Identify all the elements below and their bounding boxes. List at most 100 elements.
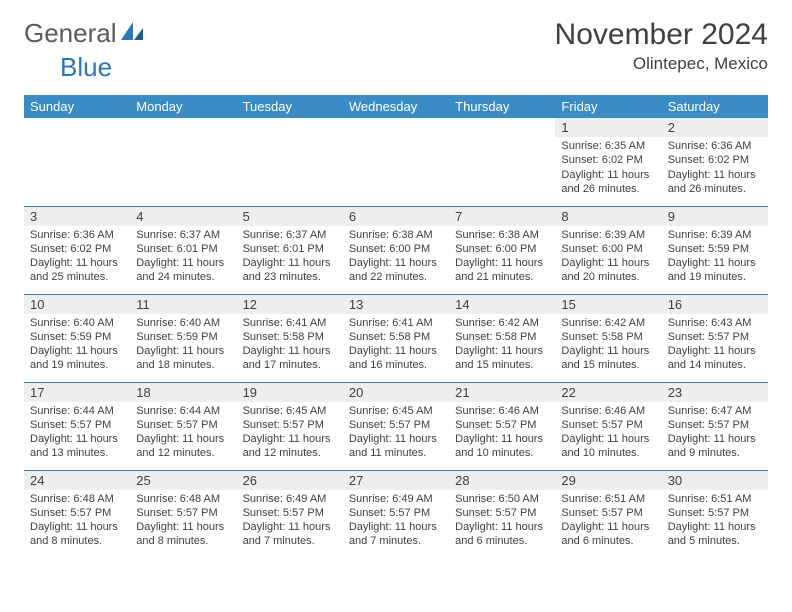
- day-info-line-dl1: Daylight: 11 hours: [668, 432, 762, 446]
- day-info-line-dl1: Daylight: 11 hours: [561, 520, 655, 534]
- day-info-line-dl2: and 7 minutes.: [349, 534, 443, 548]
- day-info-line-ss: Sunset: 5:58 PM: [243, 330, 337, 344]
- day-info-line-dl2: and 19 minutes.: [30, 358, 124, 372]
- calendar-day-cell: 14Sunrise: 6:42 AMSunset: 5:58 PMDayligh…: [449, 294, 555, 382]
- page: General November 2024 Olintepec, Mexico …: [0, 0, 792, 576]
- day-info-line-dl1: Daylight: 11 hours: [349, 256, 443, 270]
- day-info-line-sr: Sunrise: 6:36 AM: [668, 139, 762, 153]
- day-number: 23: [662, 383, 768, 402]
- day-info-line-dl2: and 20 minutes.: [561, 270, 655, 284]
- day-number: 5: [237, 207, 343, 226]
- day-info-line-sr: Sunrise: 6:41 AM: [243, 316, 337, 330]
- calendar-day-cell: 4Sunrise: 6:37 AMSunset: 6:01 PMDaylight…: [130, 206, 236, 294]
- day-info-line-ss: Sunset: 5:57 PM: [136, 506, 230, 520]
- day-number: 10: [24, 295, 130, 314]
- day-number: 8: [555, 207, 661, 226]
- day-info: Sunrise: 6:48 AMSunset: 5:57 PMDaylight:…: [130, 490, 236, 553]
- weekday-header: Friday: [555, 95, 661, 118]
- day-info-line-dl1: Daylight: 11 hours: [136, 256, 230, 270]
- calendar-day-cell: 18Sunrise: 6:44 AMSunset: 5:57 PMDayligh…: [130, 382, 236, 470]
- day-info-line-sr: Sunrise: 6:48 AM: [30, 492, 124, 506]
- day-info-line-sr: Sunrise: 6:40 AM: [30, 316, 124, 330]
- day-number: 30: [662, 471, 768, 490]
- weekday-header: Thursday: [449, 95, 555, 118]
- day-info-line-ss: Sunset: 5:57 PM: [668, 506, 762, 520]
- day-info: Sunrise: 6:37 AMSunset: 6:01 PMDaylight:…: [130, 226, 236, 289]
- calendar-day-cell: 24Sunrise: 6:48 AMSunset: 5:57 PMDayligh…: [24, 470, 130, 558]
- day-number: 14: [449, 295, 555, 314]
- day-info-line-dl2: and 13 minutes.: [30, 446, 124, 460]
- day-info-line-ss: Sunset: 5:57 PM: [30, 506, 124, 520]
- day-info: Sunrise: 6:49 AMSunset: 5:57 PMDaylight:…: [237, 490, 343, 553]
- calendar-week-row: 1Sunrise: 6:35 AMSunset: 6:02 PMDaylight…: [24, 118, 768, 206]
- day-info-line-dl2: and 10 minutes.: [561, 446, 655, 460]
- calendar-day-cell: 3Sunrise: 6:36 AMSunset: 6:02 PMDaylight…: [24, 206, 130, 294]
- day-info: Sunrise: 6:38 AMSunset: 6:00 PMDaylight:…: [449, 226, 555, 289]
- day-number: 26: [237, 471, 343, 490]
- day-number: 28: [449, 471, 555, 490]
- day-info: Sunrise: 6:40 AMSunset: 5:59 PMDaylight:…: [24, 314, 130, 377]
- day-info-line-sr: Sunrise: 6:48 AM: [136, 492, 230, 506]
- calendar-week-row: 3Sunrise: 6:36 AMSunset: 6:02 PMDaylight…: [24, 206, 768, 294]
- month-title: November 2024: [555, 18, 768, 52]
- day-info-line-dl2: and 24 minutes.: [136, 270, 230, 284]
- day-info-line-ss: Sunset: 5:57 PM: [561, 506, 655, 520]
- day-number: 4: [130, 207, 236, 226]
- day-info-line-sr: Sunrise: 6:44 AM: [136, 404, 230, 418]
- day-info: Sunrise: 6:35 AMSunset: 6:02 PMDaylight:…: [555, 137, 661, 200]
- day-info-line-ss: Sunset: 5:57 PM: [349, 506, 443, 520]
- day-info-line-sr: Sunrise: 6:41 AM: [349, 316, 443, 330]
- day-number: 24: [24, 471, 130, 490]
- day-info-line-ss: Sunset: 6:02 PM: [668, 153, 762, 167]
- day-info-line-dl1: Daylight: 11 hours: [561, 432, 655, 446]
- day-info-line-dl2: and 17 minutes.: [243, 358, 337, 372]
- day-number: 22: [555, 383, 661, 402]
- day-info-line-ss: Sunset: 5:59 PM: [668, 242, 762, 256]
- day-info-line-dl2: and 12 minutes.: [243, 446, 337, 460]
- day-info-line-sr: Sunrise: 6:37 AM: [136, 228, 230, 242]
- day-info-line-sr: Sunrise: 6:49 AM: [349, 492, 443, 506]
- calendar-day-cell: 8Sunrise: 6:39 AMSunset: 6:00 PMDaylight…: [555, 206, 661, 294]
- day-info-line-dl2: and 23 minutes.: [243, 270, 337, 284]
- day-info-line-dl2: and 18 minutes.: [136, 358, 230, 372]
- day-info-line-dl2: and 6 minutes.: [455, 534, 549, 548]
- day-number: 1: [555, 118, 661, 137]
- day-info-line-ss: Sunset: 5:57 PM: [136, 418, 230, 432]
- day-number: 6: [343, 207, 449, 226]
- calendar-day-cell: 11Sunrise: 6:40 AMSunset: 5:59 PMDayligh…: [130, 294, 236, 382]
- calendar-day-cell: 17Sunrise: 6:44 AMSunset: 5:57 PMDayligh…: [24, 382, 130, 470]
- day-info-line-sr: Sunrise: 6:46 AM: [455, 404, 549, 418]
- day-info-line-sr: Sunrise: 6:43 AM: [668, 316, 762, 330]
- day-info-line-ss: Sunset: 5:59 PM: [136, 330, 230, 344]
- day-info-line-dl1: Daylight: 11 hours: [561, 256, 655, 270]
- day-info: Sunrise: 6:51 AMSunset: 5:57 PMDaylight:…: [662, 490, 768, 553]
- day-info: Sunrise: 6:39 AMSunset: 6:00 PMDaylight:…: [555, 226, 661, 289]
- day-number: 12: [237, 295, 343, 314]
- day-info-line-dl1: Daylight: 11 hours: [136, 432, 230, 446]
- day-info: Sunrise: 6:42 AMSunset: 5:58 PMDaylight:…: [555, 314, 661, 377]
- day-info-line-ss: Sunset: 5:57 PM: [455, 418, 549, 432]
- day-info-line-dl1: Daylight: 11 hours: [668, 168, 762, 182]
- day-info-line-ss: Sunset: 6:00 PM: [561, 242, 655, 256]
- day-info: Sunrise: 6:44 AMSunset: 5:57 PMDaylight:…: [130, 402, 236, 465]
- day-info-line-dl2: and 22 minutes.: [349, 270, 443, 284]
- day-info-line-dl1: Daylight: 11 hours: [243, 432, 337, 446]
- day-info-line-ss: Sunset: 5:57 PM: [349, 418, 443, 432]
- calendar-day-cell: 6Sunrise: 6:38 AMSunset: 6:00 PMDaylight…: [343, 206, 449, 294]
- calendar-day-cell: 15Sunrise: 6:42 AMSunset: 5:58 PMDayligh…: [555, 294, 661, 382]
- day-info-line-dl2: and 8 minutes.: [30, 534, 124, 548]
- day-info-line-ss: Sunset: 6:01 PM: [243, 242, 337, 256]
- day-info-line-dl1: Daylight: 11 hours: [455, 344, 549, 358]
- day-info-line-dl1: Daylight: 11 hours: [455, 256, 549, 270]
- day-number: 13: [343, 295, 449, 314]
- calendar-day-cell: 29Sunrise: 6:51 AMSunset: 5:57 PMDayligh…: [555, 470, 661, 558]
- day-info-line-dl1: Daylight: 11 hours: [136, 520, 230, 534]
- day-info-line-dl1: Daylight: 11 hours: [349, 344, 443, 358]
- day-info-line-dl2: and 5 minutes.: [668, 534, 762, 548]
- day-info-line-dl1: Daylight: 11 hours: [30, 256, 124, 270]
- day-info-line-dl1: Daylight: 11 hours: [561, 168, 655, 182]
- day-info-line-sr: Sunrise: 6:35 AM: [561, 139, 655, 153]
- day-info: Sunrise: 6:41 AMSunset: 5:58 PMDaylight:…: [343, 314, 449, 377]
- day-info-line-ss: Sunset: 6:02 PM: [30, 242, 124, 256]
- day-info: Sunrise: 6:43 AMSunset: 5:57 PMDaylight:…: [662, 314, 768, 377]
